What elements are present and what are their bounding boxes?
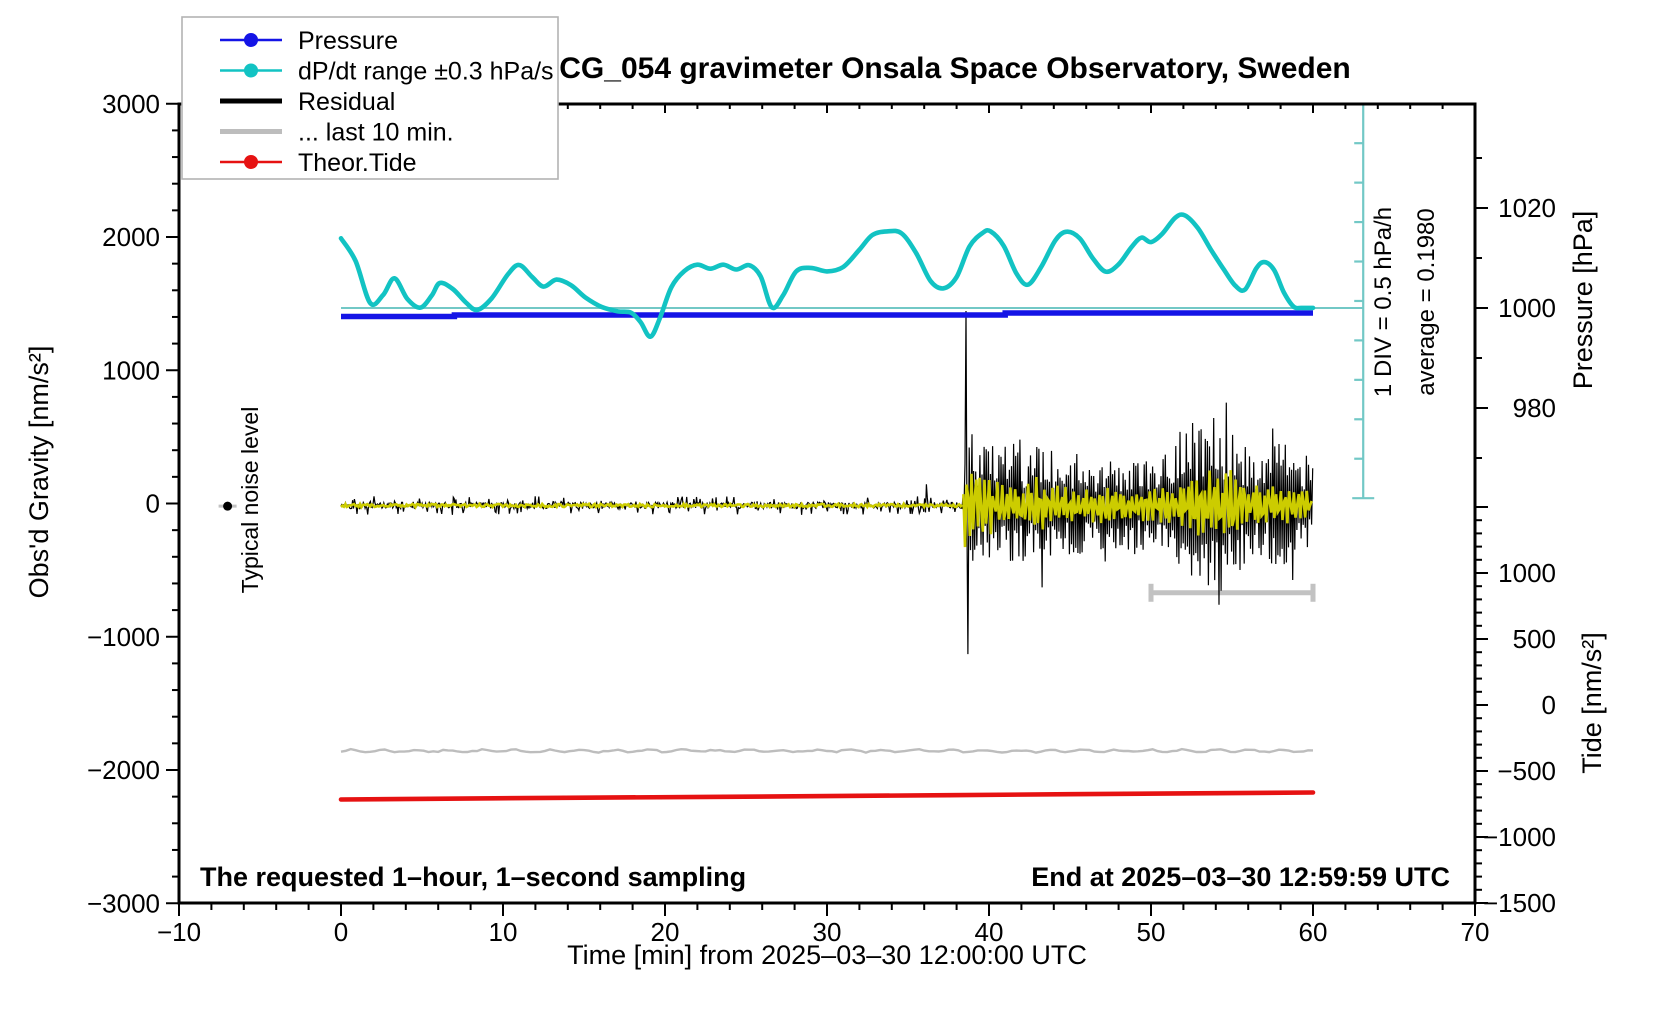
plot-frame [177,102,1477,905]
theor-tide-series [338,790,1316,802]
gravity-tick-label: −1000 [87,622,160,652]
dpdt-range-series [338,212,1316,339]
page-title: SCG_054 gravimeter Onsala Space Observat… [539,52,1351,85]
gravity-tick-label: 3000 [102,89,160,119]
pressure-series [341,310,1313,320]
legend-sample-dot [244,33,258,47]
tide-tick-label: 500 [1513,624,1556,654]
legend-item: ... last 10 min. [220,119,454,147]
legend-sample-dot [244,155,258,169]
x-tick-label: 30 [813,917,842,947]
pressure-tick-label: 980 [1513,393,1556,423]
pressure-tick-label: 1000 [1498,293,1556,323]
gravity-tick-label: −3000 [87,888,160,918]
legend-item: Pressure [220,27,398,55]
tide-axis-title: Tide [nm/s²] [1577,632,1607,774]
legend-label: Theor.Tide [298,149,417,177]
sampling-note: The requested 1–hour, 1–second sampling [200,862,746,892]
typical-noise-label: Typical noise level [237,407,263,594]
x-tick-label: 60 [1299,917,1328,947]
x-tick-label: −10 [157,917,201,947]
end-time-note: End at 2025–03–30 12:59:59 UTC [1031,862,1450,892]
gravity-tick-label: 1000 [102,355,160,385]
residual-yellow-quiet [340,501,964,510]
x-tick-label: 40 [975,917,1004,947]
residual-series [340,310,1314,655]
legend-item: Theor.Tide [220,149,417,177]
tide-tick-label: −500 [1497,756,1556,786]
legend-label: Residual [298,88,395,116]
x-tick-label: 10 [489,917,518,947]
pressure-tick-label: 1020 [1498,193,1556,223]
legend-label: Pressure [298,27,398,55]
last10-window-bar [1148,583,1316,602]
pressure-axis-title: Pressure [hPa] [1568,211,1598,390]
gravity-axis-title: Obs'd Gravity [nm/s²] [24,346,54,599]
legend-label: ... last 10 min. [298,119,454,147]
residual-yellow-burst [962,470,1313,548]
legend-box [181,16,559,180]
x-tick-label: 50 [1137,917,1166,947]
tide-tick-label: 1000 [1498,558,1556,588]
tide-tick-label: −1500 [1483,888,1556,918]
last10-gray-series [340,747,1314,754]
legend-label: dP/dt range ±0.3 hPa/s [298,58,554,86]
gravity-tick-label: 2000 [102,222,160,252]
legend-item: Residual [220,88,395,116]
legend-item: dP/dt range ±0.3 hPa/s [220,58,554,86]
average-note: average = 0.1980 [1413,208,1440,396]
gravity-tick-label: −2000 [87,755,160,785]
x-tick-label: 70 [1461,917,1490,947]
x-tick-label: 20 [651,917,680,947]
tide-tick-label: −1000 [1483,822,1556,852]
tide-tick-label: 0 [1542,690,1556,720]
div-scale-note: 1 DIV = 0.5 hPa/h [1370,207,1397,397]
legend-sample-dot [244,63,258,78]
noise-marker-dot [223,501,233,511]
legend: Pressure dP/dt range ±0.3 hPa/sResidual..… [181,16,559,180]
x-axis-title: Time [min] from 2025–03–30 12:00:00 UTC [567,940,1087,970]
gravity-tick-label: 0 [146,489,160,519]
x-tick-label: 0 [334,917,348,947]
